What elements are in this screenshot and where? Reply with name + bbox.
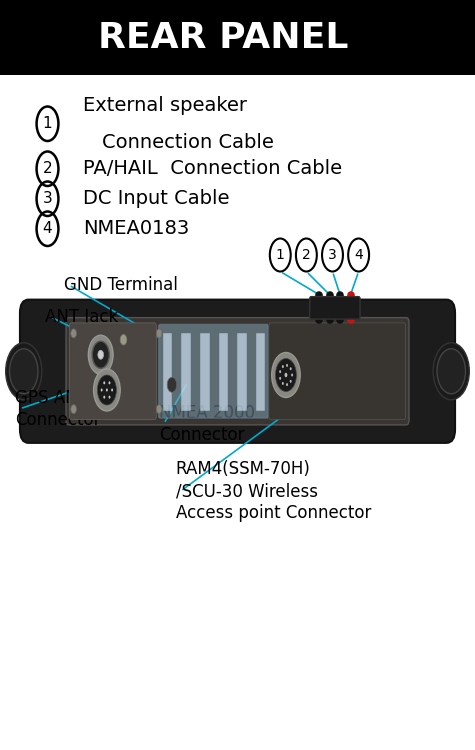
Circle shape xyxy=(279,376,281,380)
Circle shape xyxy=(286,364,288,367)
Text: PA/HAIL  Connection Cable: PA/HAIL Connection Cable xyxy=(83,159,342,178)
FancyBboxPatch shape xyxy=(0,0,475,75)
Circle shape xyxy=(71,328,76,338)
FancyBboxPatch shape xyxy=(256,333,264,410)
Circle shape xyxy=(94,369,120,411)
Circle shape xyxy=(71,405,76,414)
Circle shape xyxy=(156,328,162,338)
Text: 3: 3 xyxy=(328,248,337,262)
Circle shape xyxy=(111,388,113,392)
Circle shape xyxy=(97,375,116,405)
Circle shape xyxy=(88,335,113,374)
Text: ANT Jack: ANT Jack xyxy=(45,308,118,326)
FancyBboxPatch shape xyxy=(69,322,156,420)
Circle shape xyxy=(10,349,38,394)
Circle shape xyxy=(285,373,287,377)
Circle shape xyxy=(167,377,177,392)
Text: GND Terminal: GND Terminal xyxy=(64,276,178,294)
Text: 1: 1 xyxy=(43,116,52,131)
FancyBboxPatch shape xyxy=(237,333,246,410)
FancyBboxPatch shape xyxy=(66,318,409,424)
FancyBboxPatch shape xyxy=(181,333,190,410)
Text: Connection Cable: Connection Cable xyxy=(102,133,274,152)
Circle shape xyxy=(290,380,292,382)
Circle shape xyxy=(120,334,127,345)
Circle shape xyxy=(276,358,296,392)
Circle shape xyxy=(279,370,281,374)
FancyBboxPatch shape xyxy=(159,324,268,419)
Text: External speaker: External speaker xyxy=(83,96,247,115)
Text: REAR PANEL: REAR PANEL xyxy=(98,20,349,55)
Text: NMEA0183: NMEA0183 xyxy=(83,219,190,239)
FancyBboxPatch shape xyxy=(200,333,209,410)
FancyBboxPatch shape xyxy=(20,299,455,442)
Text: 4: 4 xyxy=(354,248,363,262)
Circle shape xyxy=(437,349,466,394)
Circle shape xyxy=(104,396,105,399)
Circle shape xyxy=(291,374,293,376)
Circle shape xyxy=(108,396,110,399)
Circle shape xyxy=(282,365,284,368)
Circle shape xyxy=(272,352,300,398)
FancyBboxPatch shape xyxy=(310,297,360,320)
Text: 1: 1 xyxy=(276,248,285,262)
Text: RAM4(SSM-70H)
/SCU-30 Wireless
Access point Connector: RAM4(SSM-70H) /SCU-30 Wireless Access po… xyxy=(176,460,371,523)
Circle shape xyxy=(290,368,292,370)
Circle shape xyxy=(6,343,42,400)
Text: 3: 3 xyxy=(43,191,52,206)
Circle shape xyxy=(98,350,104,359)
Circle shape xyxy=(92,341,109,368)
FancyBboxPatch shape xyxy=(269,322,406,420)
Circle shape xyxy=(156,405,162,414)
FancyBboxPatch shape xyxy=(218,333,227,410)
Circle shape xyxy=(108,381,110,384)
Text: 2: 2 xyxy=(302,248,311,262)
Text: NMEA 2000
Connector: NMEA 2000 Connector xyxy=(159,404,255,444)
Circle shape xyxy=(282,382,284,385)
Text: DC Input Cable: DC Input Cable xyxy=(83,189,229,209)
Circle shape xyxy=(101,388,103,392)
FancyBboxPatch shape xyxy=(163,333,171,410)
Circle shape xyxy=(104,381,105,384)
Circle shape xyxy=(433,343,469,400)
Circle shape xyxy=(106,388,108,392)
Text: 4: 4 xyxy=(43,221,52,236)
Circle shape xyxy=(286,383,288,386)
Text: 2: 2 xyxy=(43,161,52,176)
Text: GPS ANT
Connector: GPS ANT Connector xyxy=(15,388,101,429)
